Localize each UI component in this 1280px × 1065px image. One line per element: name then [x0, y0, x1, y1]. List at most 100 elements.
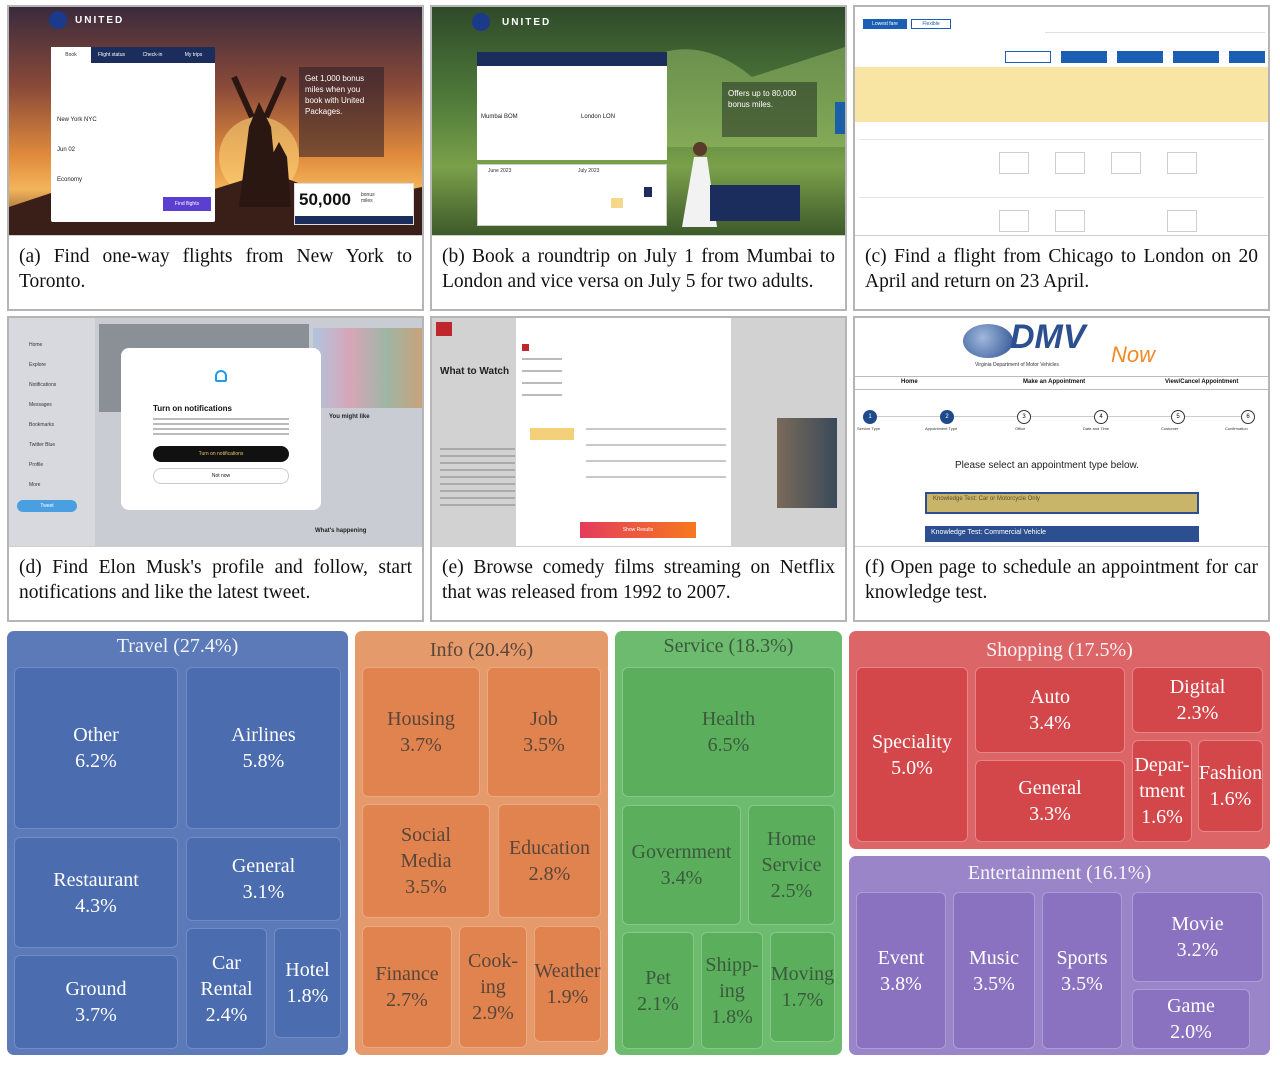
tile-label: Event [877, 946, 925, 969]
tile-ground: Ground 3.7% [14, 955, 178, 1049]
date-field[interactable]: Jun 02 [57, 147, 76, 153]
step-1: 1 [863, 410, 877, 424]
credit-card-banner [710, 185, 800, 221]
from-field[interactable]: Mumbai BOM [481, 114, 518, 120]
united-oneway-screenshot: UNITED Book Flight status Check-in My tr… [9, 7, 422, 235]
tab-my-trips[interactable]: My trips [184, 52, 203, 58]
feedback-tab[interactable] [835, 102, 845, 134]
tile-label: 6.2% [75, 750, 117, 772]
tile-label: 3.5% [973, 972, 1015, 995]
tile-label: 3.8% [880, 972, 922, 995]
tile-label: Job [530, 708, 558, 730]
tile-label: Airlines [231, 724, 296, 746]
you-might-like-heading: You might like [329, 414, 370, 420]
highlighted-flight-row[interactable] [855, 67, 1268, 122]
tile-game: Game 2.0% [1132, 989, 1250, 1049]
whats-happening-heading: What's happening [315, 528, 367, 534]
tile-label: Weather [534, 960, 601, 982]
not-now-button[interactable]: Not now [153, 468, 289, 484]
panel-a: UNITED Book Flight status Check-in My tr… [7, 5, 424, 311]
promo-card: Get 1,000 bonus miles when you book with… [299, 67, 384, 157]
selected-year-cell[interactable] [530, 428, 574, 440]
tile-label: Health [701, 708, 756, 730]
tile-label: 3.4% [660, 867, 703, 889]
filter-button[interactable] [1061, 51, 1107, 63]
cabin-select[interactable]: Economy [57, 177, 83, 183]
tab-flight-status[interactable]: Flight status [98, 52, 125, 58]
to-field[interactable]: London LON [581, 114, 616, 120]
tab-lowest-fare[interactable]: Lowest fare [863, 19, 907, 29]
brand-name: UNITED [75, 15, 125, 26]
tweet-button[interactable]: Tweet [17, 500, 77, 512]
sidebar-item-twitter-blue[interactable]: Twitter Blue [29, 442, 56, 448]
tab-book[interactable]: Book [51, 47, 91, 63]
filter-button[interactable] [1005, 51, 1051, 63]
panel-d: Home Explore Notifications Messages Book… [7, 316, 424, 622]
tile-label: 4.3% [75, 894, 117, 917]
sidebar-item-bookmarks[interactable]: Bookmarks [29, 422, 55, 428]
fare-header-row [1045, 15, 1265, 33]
tile-finance: Finance 2.7% [362, 926, 452, 1048]
tile-label: Hotel [285, 959, 330, 981]
group-title: Entertainment (16.1%) [967, 862, 1152, 884]
filter-button[interactable] [1229, 51, 1265, 63]
step-2: 2 [940, 410, 954, 424]
movie-posters [777, 418, 837, 508]
bell-icon [215, 370, 227, 382]
tile-label: 5.0% [891, 756, 933, 779]
tile-label: 3.5% [1061, 972, 1103, 995]
sidebar-item-explore[interactable]: Explore [29, 362, 46, 368]
tile-label: 1.8% [286, 985, 329, 1007]
from-field[interactable]: New York NYC [57, 117, 97, 123]
tile-label: 5.8% [242, 750, 285, 772]
panel-b: UNITED Mumbai BOM London LON June 2023 J… [430, 5, 847, 311]
tile-label: 2.1% [637, 992, 679, 1015]
panel-f: DMV Now Virginia Department of Motor Veh… [853, 316, 1270, 622]
tile-digital: Digital 2.3% [1132, 667, 1263, 733]
what-to-watch-heading: What to Watch [440, 366, 510, 377]
tile-label: Digital [1169, 676, 1226, 698]
tab-check-in[interactable]: Check-in [142, 52, 163, 58]
show-results-button[interactable]: Show Results [580, 522, 696, 538]
tile-label: 3.4% [1029, 712, 1071, 734]
nav-bar: Home Make an Appointment View/Cancel App… [855, 376, 1268, 390]
caption: (e) Browse comedy films streaming on Net… [432, 546, 845, 620]
tile-label: ing [719, 979, 745, 1002]
background-content [440, 448, 515, 508]
option-car-knowledge-test[interactable]: Knowledge Test: Car or Motorcycle Only [925, 492, 1199, 514]
sidebar-item-notifications[interactable]: Notifications [29, 382, 57, 388]
flight-results-screenshot: Lowest fare Flexible [855, 7, 1268, 235]
panel-e: What to Watch Show Results (e) Browse co… [430, 316, 847, 622]
tile-pet: Pet 2.1% [622, 932, 694, 1049]
tile-general: General 3.1% [186, 837, 341, 921]
treemap-group-shopping: Shopping (17.5%) Speciality 5.0% Auto 3.4%… [849, 631, 1270, 849]
miles-banner: 50,000 bonus miles [294, 183, 414, 225]
option-commercial-knowledge-test[interactable]: Knowledge Test: Commercial Vehicle [925, 526, 1199, 542]
flight-row[interactable] [859, 139, 1264, 185]
sidebar-item-more[interactable]: More [29, 482, 41, 488]
turn-on-notifications-button[interactable]: Turn on notifications [153, 446, 289, 462]
tile-label: Movie [1171, 913, 1224, 935]
tile-label: 2.4% [205, 1003, 248, 1026]
sidebar-item-messages[interactable]: Messages [29, 402, 52, 408]
nav-make-appointment[interactable]: Make an Appointment [1023, 379, 1086, 385]
tile-weather: Weather 1.9% [534, 926, 601, 1042]
checkbox-checked-icon[interactable] [522, 344, 529, 351]
filter-button[interactable] [1173, 51, 1219, 63]
nav-home[interactable]: Home [901, 379, 918, 385]
filter-buttons [1005, 51, 1265, 65]
tile-label: Cook- [468, 950, 518, 972]
sidebar-item-home[interactable]: Home [29, 342, 43, 348]
selected-date[interactable] [611, 198, 623, 208]
sidebar-item-profile[interactable]: Profile [29, 462, 44, 468]
tile-label: 3.7% [75, 1004, 117, 1026]
tile-label: Moving [770, 963, 835, 985]
nav-view-cancel[interactable]: View/Cancel Appointment [1165, 379, 1239, 385]
flight-row[interactable] [859, 197, 1264, 235]
tile-label: 3.5% [523, 734, 565, 756]
selected-date-end[interactable] [644, 187, 652, 197]
find-flights-button[interactable]: Find flights [163, 197, 211, 211]
step-label: Office [1015, 426, 1026, 431]
filter-button[interactable] [1117, 51, 1163, 63]
tab-flexible[interactable]: Flexible [911, 19, 951, 29]
